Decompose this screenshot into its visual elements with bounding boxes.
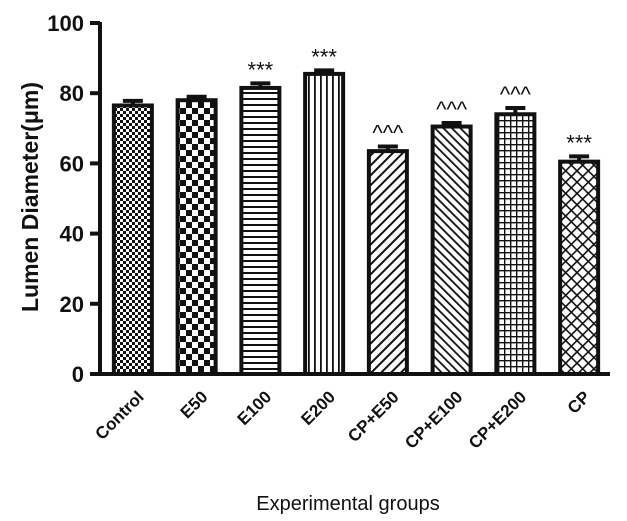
bar [175, 98, 218, 376]
bar [430, 124, 473, 376]
x-tick-label: E100 [234, 387, 276, 429]
x-tick-label: CP+E200 [465, 387, 530, 452]
y-tick-label: 0 [72, 362, 84, 387]
x-tick-label: Control [92, 387, 148, 443]
y-tick-label: 100 [47, 11, 84, 36]
bar [239, 85, 282, 376]
bar-group: ^^^ [494, 82, 537, 376]
bar-group: *** [239, 57, 282, 376]
x-tick-label: CP+E50 [344, 387, 403, 446]
bar-group: *** [303, 44, 346, 377]
bar-group [111, 98, 154, 377]
y-ticks: 0 20 40 60 80 100 [47, 11, 100, 387]
y-tick-label: 40 [60, 222, 84, 247]
x-axis-title: Experimental groups [256, 493, 439, 515]
bar [111, 103, 154, 377]
significance-label: ^^^ [436, 97, 468, 122]
bar-group: ^^^ [430, 97, 473, 376]
x-tick-label: E50 [177, 387, 212, 422]
bar-group: ^^^ [366, 121, 409, 376]
bar [494, 112, 537, 376]
significance-label: *** [248, 57, 274, 82]
bar [366, 149, 409, 376]
significance-label: ^^^ [500, 82, 532, 107]
significance-label: ^^^ [372, 121, 404, 146]
significance-label: *** [566, 130, 592, 155]
x-tick-label: E200 [297, 387, 339, 429]
y-tick-label: 80 [60, 81, 84, 106]
x-tick-label: CP [564, 387, 594, 417]
bar [558, 159, 601, 376]
y-tick-label: 60 [60, 151, 84, 176]
significance-label: *** [311, 44, 337, 69]
y-tick-label: 20 [60, 292, 84, 317]
bars: *** *** ^^^ ^^^ ^^^ *** [111, 44, 601, 377]
y-axis-title: Lumen Diameter(μm) [17, 82, 43, 312]
bar-group [175, 94, 218, 376]
bar [303, 71, 346, 377]
bar-group: *** [558, 130, 601, 376]
x-tick-label: CP+E100 [401, 387, 466, 452]
